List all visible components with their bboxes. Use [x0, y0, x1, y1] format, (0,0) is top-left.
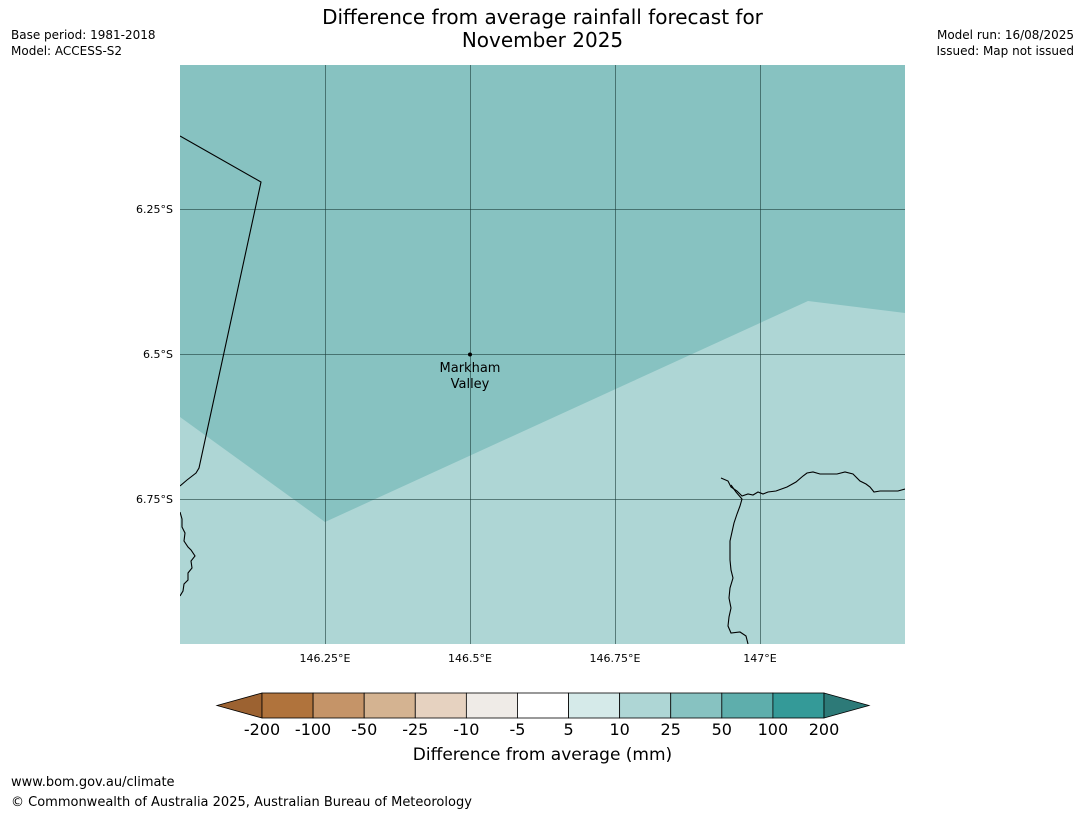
model-run: Model run: 16/08/2025 — [936, 28, 1074, 42]
colorbar-tick-label: 50 — [712, 720, 732, 739]
meta-left: Base period: 1981-2018 Model: ACCESS-S2 — [11, 27, 156, 59]
colorbar-label: Difference from average (mm) — [412, 745, 673, 765]
zone-25-to-50 — [180, 65, 905, 522]
lon-label: 146.75°E — [590, 652, 641, 665]
place-label-line-2: Valley — [451, 377, 490, 392]
footer-url[interactable]: www.bom.gov.au/climate — [11, 775, 175, 790]
province-boundary — [180, 135, 262, 487]
colorbar-tick-label: -10 — [453, 720, 479, 739]
issued-status: Issued: Map not issued — [936, 44, 1074, 58]
colorbar-arrow-high — [823, 692, 871, 719]
colorbar-tick-label: 25 — [661, 720, 681, 739]
lon-label: 147°E — [743, 652, 776, 665]
colorbar-segment — [363, 692, 416, 719]
colorbar-segment — [312, 692, 365, 719]
lat-label: 6.25°S — [136, 203, 173, 216]
colorbar-arrow-low — [215, 692, 263, 719]
colorbar-segment — [517, 692, 569, 719]
colorbar-tick-label: -100 — [295, 720, 331, 739]
colorbar-segment — [721, 692, 774, 719]
coastline-east — [720, 471, 905, 497]
lon-label: 146.5°E — [448, 652, 492, 665]
colorbar-segment — [670, 692, 723, 719]
boundaries — [180, 135, 905, 644]
colorbar-segment — [261, 692, 314, 719]
colorbar-segment — [414, 692, 467, 719]
colorbar-tick-label: -25 — [402, 720, 428, 739]
location-marker — [468, 352, 472, 357]
coastline-west — [180, 511, 196, 597]
colorbar-tick-label: -200 — [244, 720, 280, 739]
map-title-line-2: November 2025 — [461, 28, 624, 52]
map-title: Difference from average rainfall forecas… — [0, 6, 1085, 52]
colorbar-tick-label: 100 — [758, 720, 789, 739]
colorbar-tick-label: -50 — [351, 720, 377, 739]
colorbar-tick-label: 200 — [809, 720, 840, 739]
colorbar-segment — [772, 692, 825, 719]
map-title-line-1: Difference from average rainfall forecas… — [322, 5, 763, 29]
colorbar-tick-label: 10 — [609, 720, 629, 739]
gridlines — [180, 65, 905, 644]
base-period: Base period: 1981-2018 — [11, 28, 156, 42]
lon-label: 146.25°E — [300, 652, 351, 665]
colorbar-tick-label: -5 — [509, 720, 525, 739]
coastline-river — [727, 484, 749, 644]
map-area — [180, 65, 905, 644]
latitude-labels: 6.25°S 6.5°S 6.75°S — [136, 203, 173, 506]
colorbar-segment — [465, 692, 518, 719]
model-name: Model: ACCESS-S2 — [11, 44, 123, 58]
colorbar: -200 -100 -50 -25 -10 -5 5 10 25 50 100 200 — [215, 692, 871, 739]
meta-right: Model run: 16/08/2025 Issued: Map not is… — [936, 27, 1074, 59]
footer-copyright: © Commonwealth of Australia 2025, Austra… — [11, 795, 472, 810]
lat-label: 6.75°S — [136, 493, 173, 506]
colorbar-segment — [619, 692, 672, 719]
colorbar-segment — [568, 692, 621, 719]
longitude-labels: 146.25°E 146.5°E 146.75°E 147°E — [300, 652, 777, 665]
place-label-line-1: Markham — [440, 361, 501, 376]
colorbar-tick-label: 5 — [563, 720, 573, 739]
lat-label: 6.5°S — [143, 348, 173, 361]
